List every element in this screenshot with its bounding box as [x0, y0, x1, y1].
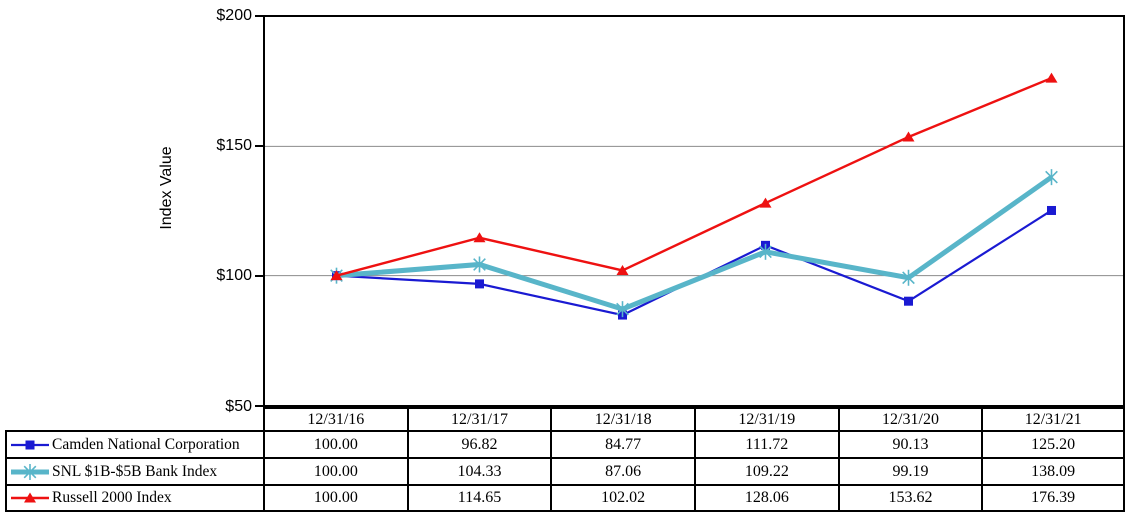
triangle-marker-icon [616, 264, 629, 275]
plot-area [263, 15, 1125, 407]
red-triangle-line-marker-icon [11, 492, 49, 503]
table-value: 87.06 [550, 457, 694, 484]
asterisk-marker-icon [23, 463, 37, 480]
legend-label: SNL $1B-$5B Bank Index [52, 462, 218, 480]
triangle-marker-icon [1045, 72, 1058, 83]
table-value: 111.72 [694, 430, 838, 457]
y-tick-label-50: $50 [225, 398, 252, 415]
table-value: 153.62 [837, 484, 982, 512]
square-marker-icon [1047, 205, 1056, 215]
table-value: 128.06 [694, 484, 838, 512]
triangle-marker-icon [330, 270, 343, 281]
table-value: 100.00 [263, 484, 407, 512]
table-value: 138.09 [981, 457, 1125, 484]
teal-asterisk-line-marker-icon [11, 463, 49, 480]
legend-item-snl: SNL $1B-$5B Bank Index [5, 457, 263, 484]
legend-item-camden: Camden National Corporation [5, 430, 263, 457]
square-marker-icon [25, 440, 35, 449]
table-value: 90.13 [837, 430, 982, 457]
series-line [336, 209, 1053, 317]
blue-square-line-marker-icon [11, 440, 49, 449]
y-tick-mark [255, 405, 263, 407]
asterisk-marker-icon [1045, 169, 1058, 186]
table-value: 100.00 [263, 457, 407, 484]
table-value: 125.20 [981, 430, 1125, 457]
y-tick-mark [255, 15, 263, 17]
y-tick-label-100: $100 [216, 267, 252, 284]
table-value: 99.19 [837, 457, 982, 484]
y-tick-mark [255, 275, 263, 277]
triangle-marker-icon [473, 232, 486, 243]
y-tick-label-150: $150 [216, 137, 252, 154]
table-value: 104.33 [406, 457, 551, 484]
table-value: 109.22 [694, 457, 838, 484]
table-value: 114.65 [406, 484, 551, 512]
table-value: 96.82 [406, 430, 551, 457]
table-value: 102.02 [550, 484, 694, 512]
table-value: 176.39 [981, 484, 1125, 512]
asterisk-marker-icon [473, 256, 486, 273]
legend-item-russell: Russell 2000 Index [5, 484, 263, 512]
square-marker-icon [904, 296, 913, 306]
series-line [336, 76, 1052, 277]
column-header-date: 12/31/19 [694, 407, 838, 430]
column-header-date: 12/31/17 [406, 407, 551, 430]
column-header-date: 12/31/16 [263, 407, 407, 430]
triangle-marker-icon [759, 197, 772, 208]
y-tick-label-200: $200 [216, 7, 252, 24]
table-value: 100.00 [263, 430, 407, 457]
y-tick-mark [255, 145, 263, 147]
line-chart [265, 72, 1123, 320]
triangle-marker-icon [902, 131, 915, 142]
table-value: 84.77 [550, 430, 694, 457]
data-table: 12/31/16 12/31/17 12/31/18 12/31/19 12/3… [5, 407, 1125, 512]
asterisk-marker-icon [902, 269, 915, 286]
series-line [336, 175, 1053, 312]
legend-label: Camden National Corporation [52, 435, 240, 453]
column-header-date: 12/31/18 [550, 407, 694, 430]
y-axis-title: Index Value [158, 146, 175, 230]
table-corner-spacer [5, 407, 263, 430]
asterisk-marker-icon [616, 301, 629, 318]
legend-label: Russell 2000 Index [52, 489, 172, 506]
column-header-date: 12/31/21 [981, 407, 1125, 430]
square-marker-icon [475, 279, 484, 289]
triangle-marker-icon [24, 492, 36, 503]
asterisk-marker-icon [759, 243, 772, 260]
column-header-date: 12/31/20 [837, 407, 982, 430]
